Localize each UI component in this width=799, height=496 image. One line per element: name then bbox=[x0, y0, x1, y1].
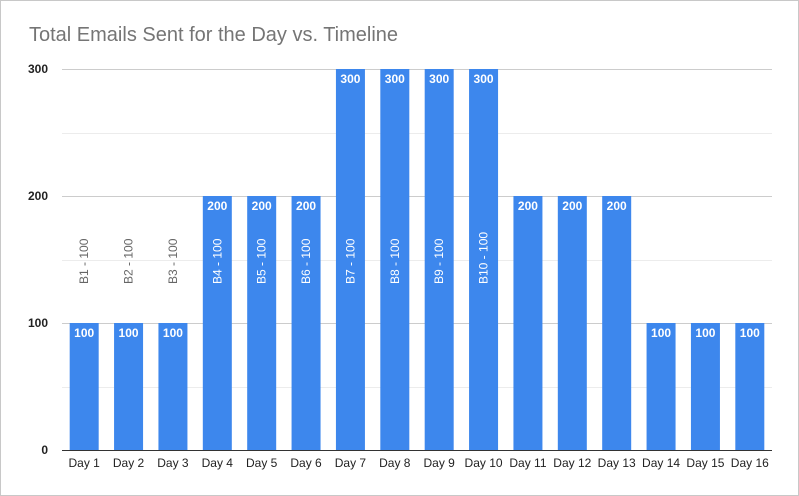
y-tick-label: 300 bbox=[28, 62, 48, 76]
x-tick-label: Day 14 bbox=[642, 456, 680, 470]
data-label: 100 bbox=[163, 326, 183, 340]
bar-annotation: B5 - 100 bbox=[255, 238, 269, 284]
bar bbox=[646, 323, 676, 450]
bar bbox=[158, 323, 188, 450]
x-tick-label: Day 5 bbox=[246, 456, 278, 470]
data-label: 300 bbox=[474, 72, 494, 86]
bar bbox=[202, 196, 232, 450]
bar bbox=[114, 323, 144, 450]
bar bbox=[735, 323, 765, 450]
data-label: 100 bbox=[695, 326, 715, 340]
bar-annotation: B8 - 100 bbox=[388, 238, 402, 284]
bar-annotation: B4 - 100 bbox=[210, 238, 224, 284]
bar-annotations: B1 - 100 B2 - 100 B3 - 100 B4 - 100 B5 - 100… bbox=[77, 232, 490, 284]
bars bbox=[69, 69, 765, 450]
bar bbox=[380, 69, 410, 450]
y-axis-ticks: 0 100 200 300 bbox=[28, 62, 48, 457]
data-label: 200 bbox=[607, 199, 627, 213]
x-axis-ticks: Day 1 Day 2 Day 3 Day 4 Day 5 Day 6 Day 7 Day 8… bbox=[69, 456, 770, 470]
x-tick-label: Day 6 bbox=[290, 456, 322, 470]
x-tick-label: Day 12 bbox=[553, 456, 591, 470]
data-label: 100 bbox=[74, 326, 94, 340]
bar bbox=[690, 323, 720, 450]
data-label: 100 bbox=[740, 326, 760, 340]
data-label: 200 bbox=[562, 199, 582, 213]
bar-annotation: B10 - 100 bbox=[477, 232, 491, 284]
bar bbox=[291, 196, 321, 450]
data-label: 100 bbox=[651, 326, 671, 340]
y-tick-label: 100 bbox=[28, 316, 48, 330]
bar bbox=[69, 323, 99, 450]
data-label: 300 bbox=[385, 72, 405, 86]
data-label: 200 bbox=[296, 199, 316, 213]
chart-title: Total Emails Sent for the Day vs. Timeli… bbox=[29, 24, 399, 46]
x-tick-label: Day 8 bbox=[379, 456, 411, 470]
x-tick-label: Day 16 bbox=[731, 456, 769, 470]
x-tick-label: Day 13 bbox=[598, 456, 636, 470]
data-label: 200 bbox=[207, 199, 227, 213]
y-tick-label: 0 bbox=[41, 443, 48, 457]
bar-annotation: B6 - 100 bbox=[299, 238, 313, 284]
bar-annotation: B7 - 100 bbox=[343, 238, 357, 284]
data-label: 100 bbox=[119, 326, 139, 340]
x-tick-label: Day 3 bbox=[157, 456, 189, 470]
data-label: 200 bbox=[252, 199, 272, 213]
bar-annotation: B2 - 100 bbox=[122, 238, 136, 284]
x-tick-label: Day 4 bbox=[202, 456, 234, 470]
x-tick-label: Day 2 bbox=[113, 456, 145, 470]
bar-annotation: B3 - 100 bbox=[166, 238, 180, 284]
data-label: 200 bbox=[518, 199, 538, 213]
x-tick-label: Day 15 bbox=[686, 456, 724, 470]
bar-annotation: B1 - 100 bbox=[77, 238, 91, 284]
data-label: 300 bbox=[340, 72, 360, 86]
x-tick-label: Day 11 bbox=[509, 456, 546, 470]
bar bbox=[424, 69, 454, 450]
bar bbox=[557, 196, 587, 450]
x-tick-label: Day 7 bbox=[335, 456, 367, 470]
bar bbox=[247, 196, 277, 450]
x-tick-label: Day 9 bbox=[424, 456, 456, 470]
x-tick-label: Day 1 bbox=[69, 456, 101, 470]
data-label: 300 bbox=[429, 72, 449, 86]
bar bbox=[513, 196, 543, 450]
bar bbox=[602, 196, 632, 450]
y-tick-label: 200 bbox=[28, 189, 48, 203]
x-tick-label: Day 10 bbox=[465, 456, 503, 470]
bar bbox=[335, 69, 365, 450]
bar bbox=[469, 69, 499, 450]
bar-annotation: B9 - 100 bbox=[432, 238, 446, 284]
data-labels: 100 100 100 200 200 200 300 300 300 300 200 200 200 1… bbox=[74, 72, 760, 340]
